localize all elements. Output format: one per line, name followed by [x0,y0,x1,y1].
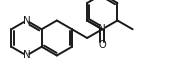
Text: N: N [98,24,106,34]
Text: O: O [98,40,106,50]
Text: N: N [23,50,30,61]
Text: N: N [23,16,30,26]
